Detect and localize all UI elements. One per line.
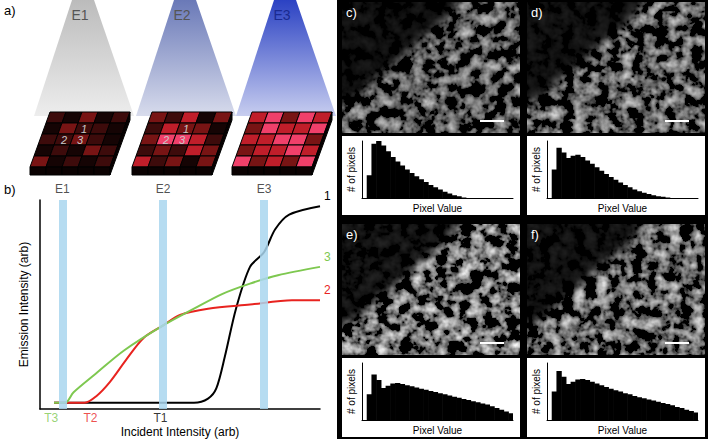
svg-text:T1: T1 [153,411,167,425]
svg-text:c): c) [346,5,357,20]
svg-text:# of pixels: # of pixels [346,147,357,192]
svg-text:E3: E3 [257,182,272,196]
svg-text:b): b) [4,182,16,197]
svg-text:Emission Intensity (arb): Emission Intensity (arb) [17,242,31,367]
svg-text:e): e) [346,227,358,242]
svg-text:2: 2 [324,283,331,297]
svg-text:2: 2 [162,134,169,146]
svg-text:d): d) [531,5,543,20]
svg-text:# of pixels: # of pixels [346,369,357,414]
svg-text:Incident Intensity (arb): Incident Intensity (arb) [121,425,240,439]
svg-text:E2: E2 [156,182,171,196]
svg-text:a): a) [4,3,16,18]
svg-text:E1: E1 [71,7,88,23]
svg-text:Pixel Value: Pixel Value [598,203,648,214]
svg-text:f): f) [531,227,539,242]
svg-text:T3: T3 [44,411,58,425]
svg-text:1: 1 [324,189,331,203]
svg-text:3: 3 [77,134,84,146]
svg-text:1: 1 [80,122,88,135]
svg-text:2: 2 [60,134,67,146]
svg-text:# of pixels: # of pixels [531,147,542,192]
svg-text:E1: E1 [55,182,70,196]
svg-text:# of pixels: # of pixels [531,369,542,414]
svg-text:3: 3 [179,134,186,146]
svg-text:3: 3 [324,250,331,264]
svg-text:Pixel Value: Pixel Value [413,425,463,436]
svg-text:E3: E3 [273,7,290,23]
svg-text:E2: E2 [173,7,190,23]
svg-text:T2: T2 [83,411,97,425]
svg-text:1: 1 [182,122,190,135]
svg-text:Pixel Value: Pixel Value [598,425,648,436]
svg-text:Pixel Value: Pixel Value [413,203,463,214]
